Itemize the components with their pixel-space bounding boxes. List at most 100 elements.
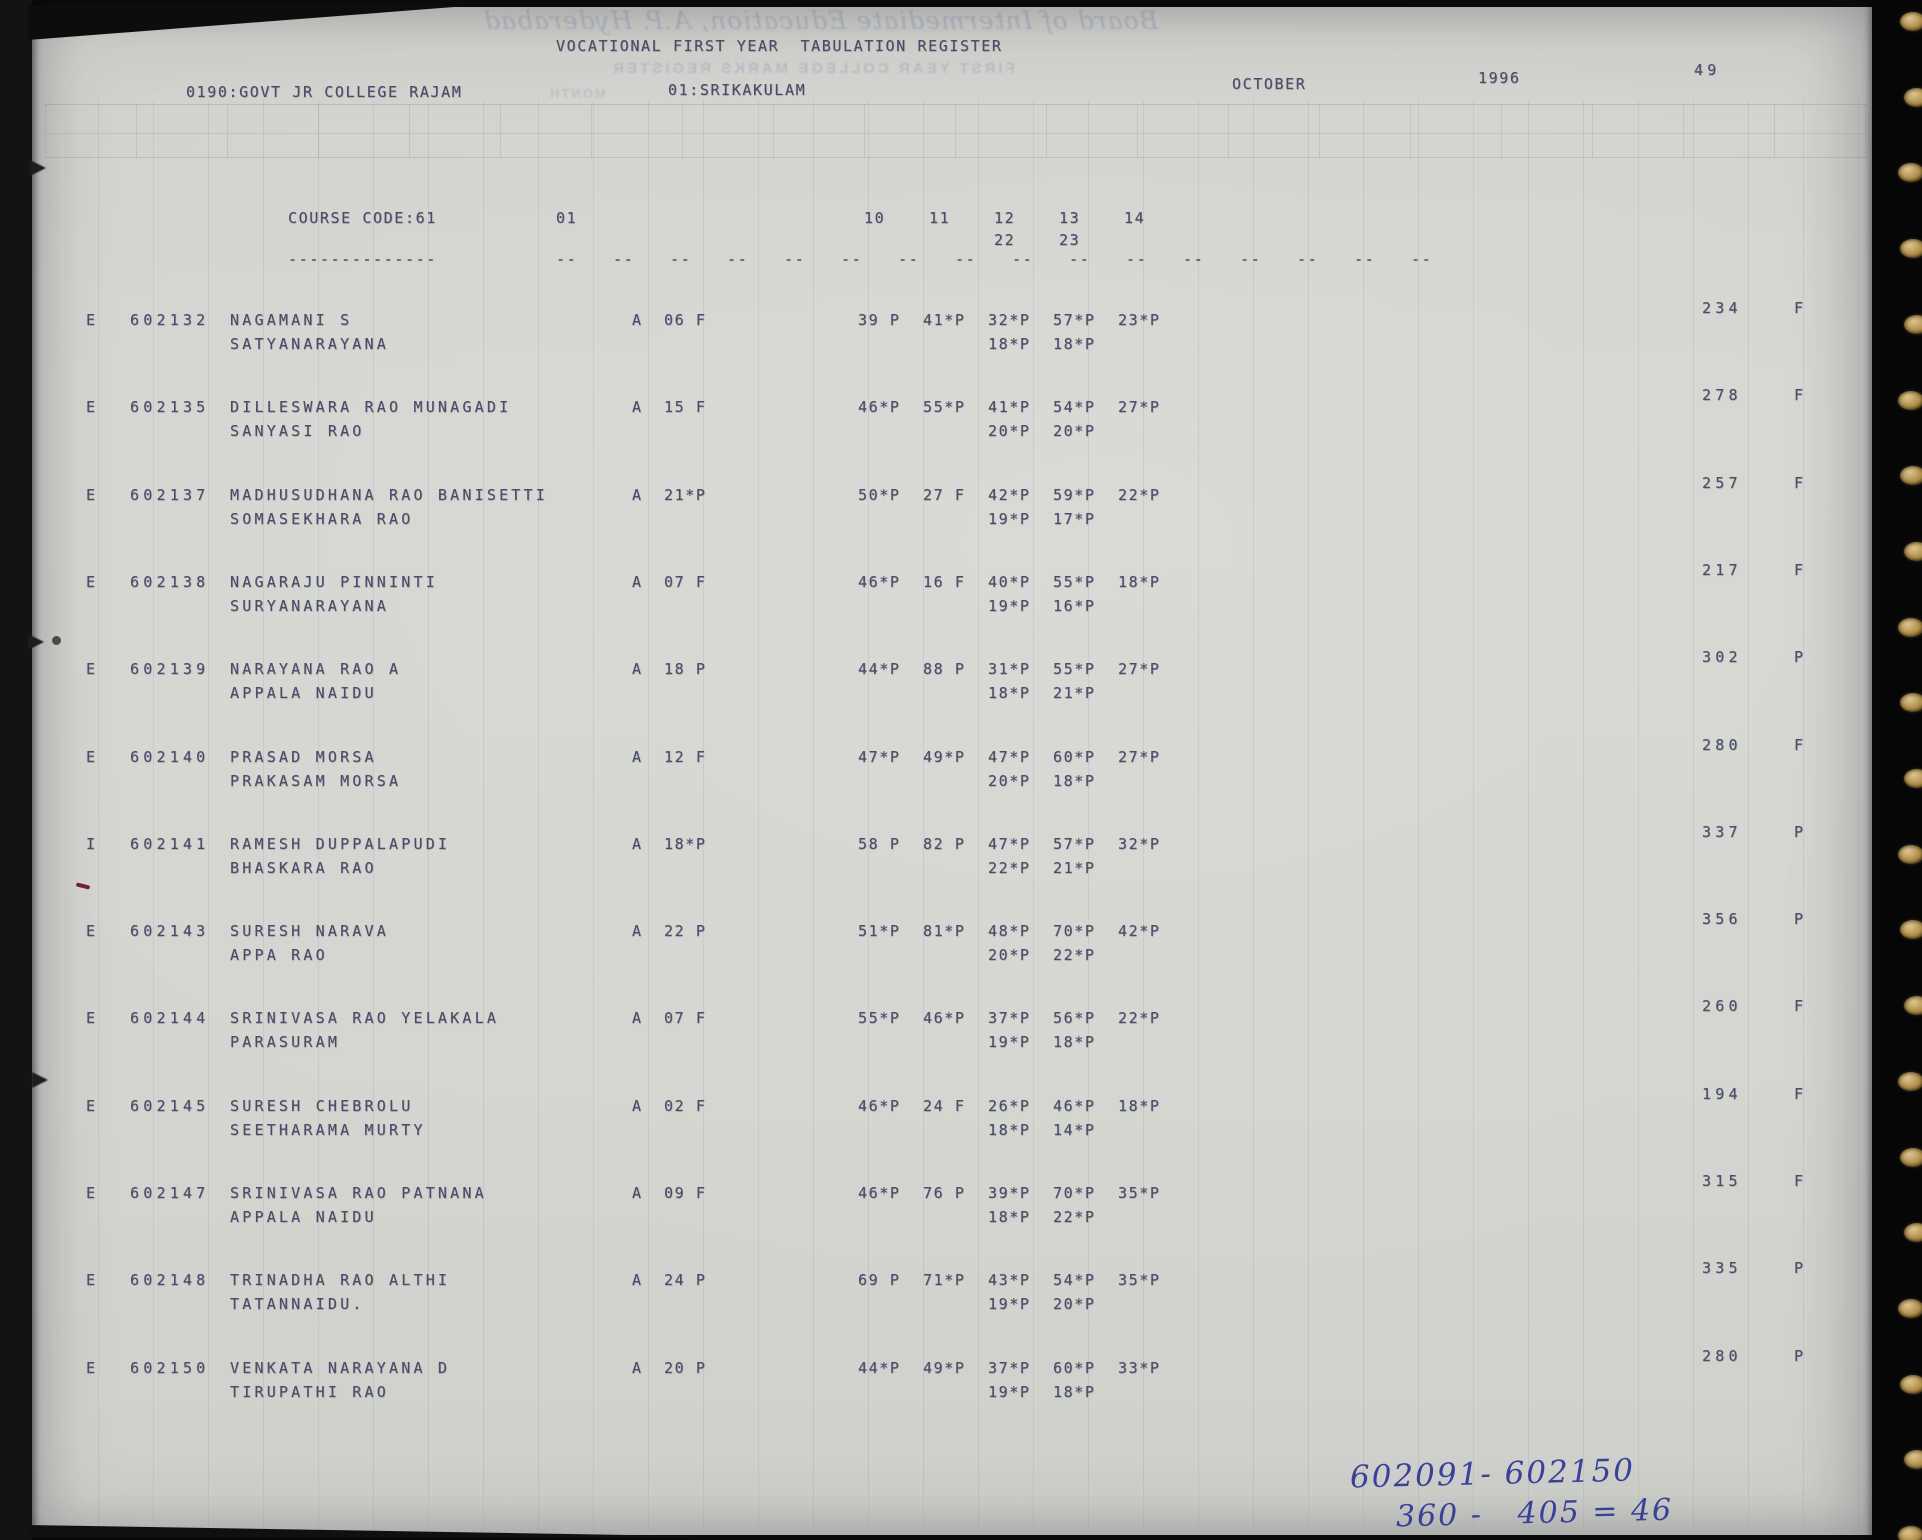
- punch-hole-icon: [1904, 1450, 1922, 1469]
- punch-hole-icon: [1904, 996, 1922, 1015]
- subject-mark: 39 P: [858, 311, 901, 329]
- result-flag: P: [1794, 1259, 1805, 1277]
- guardian-name: APPALA NAIDU: [230, 684, 377, 702]
- subject-mark: 46*P: [1053, 1097, 1096, 1115]
- subject-mark-practical: 16*P: [1053, 597, 1096, 615]
- attendance-value: 02 F: [664, 1097, 707, 1115]
- subject-mark: 54*P: [1053, 398, 1096, 416]
- punch-hole-icon: [1898, 163, 1922, 182]
- subject-column-header: 12: [994, 209, 1016, 227]
- subject-mark-practical: 18*P: [1053, 335, 1096, 353]
- subject-mark-practical: 22*P: [1053, 1208, 1096, 1226]
- subject-mark: 55*P: [923, 398, 966, 416]
- punch-hole-icon: [1904, 315, 1922, 334]
- guardian-name: SURYANARAYANA: [230, 597, 389, 615]
- subject-mark: 22*P: [1118, 486, 1161, 504]
- punch-hole-icon: [1898, 391, 1922, 410]
- student-roll-number: 602141: [130, 835, 210, 853]
- district-name: 01:SRIKAKULAM: [668, 81, 807, 99]
- subject-mark: 46*P: [858, 1184, 901, 1202]
- guardian-name: PRAKASAM MORSA: [230, 772, 402, 790]
- edge-notch-bottom: [32, 1072, 48, 1088]
- attendance-value: 21*P: [664, 486, 707, 504]
- guardian-name: BHASKARA RAO: [230, 859, 377, 877]
- total-marks: 356: [1702, 910, 1742, 928]
- total-marks: 280: [1702, 1347, 1742, 1365]
- guardian-name: APPA RAO: [230, 946, 328, 964]
- attendance-value: 18 P: [664, 660, 707, 678]
- subject-mark: 41*P: [923, 311, 966, 329]
- student-roll-number: 602138: [130, 573, 210, 591]
- subject-mark: 41*P: [988, 398, 1031, 416]
- punch-hole-icon: [1898, 1526, 1922, 1540]
- student-status: I: [86, 835, 97, 853]
- staple-hole: [52, 636, 61, 645]
- total-marks: 234: [1702, 299, 1742, 317]
- attendance-prefix: A: [632, 486, 643, 504]
- result-flag: F: [1794, 736, 1805, 754]
- attendance-value: 06 F: [664, 311, 707, 329]
- column-underline-dash: --: [556, 250, 578, 268]
- subject-column-header: 11: [929, 209, 951, 227]
- subject-mark: 27*P: [1118, 660, 1161, 678]
- subject-mark-practical: 21*P: [1053, 684, 1096, 702]
- punch-hole-icon: [1898, 1299, 1922, 1318]
- medium-column-header: 01: [556, 209, 578, 227]
- punch-hole-icon: [1904, 542, 1922, 561]
- subject-mark-practical: 20*P: [1053, 422, 1096, 440]
- subject-mark: 24 F: [923, 1097, 966, 1115]
- punch-hole-icon: [1900, 920, 1922, 939]
- result-flag: F: [1794, 561, 1805, 579]
- subject-mark: 69 P: [858, 1271, 901, 1289]
- subject-mark: 40*P: [988, 573, 1031, 591]
- student-roll-number: 602135: [130, 398, 210, 416]
- preprinted-header-band: [45, 104, 1867, 158]
- student-roll-number: 602143: [130, 922, 210, 940]
- column-underline-dash: --: [1069, 250, 1091, 268]
- subject-mark-practical: 19*P: [988, 1383, 1031, 1401]
- column-underline-dash: --: [1240, 250, 1262, 268]
- page-number: 49: [1694, 61, 1721, 79]
- subject-mark-practical: 19*P: [988, 510, 1031, 528]
- handwritten-roll-range: 602091- 602150: [1349, 1452, 1636, 1496]
- punch-hole-icon: [1898, 845, 1922, 864]
- student-name: NAGAMANI S: [230, 311, 353, 329]
- attendance-prefix: A: [632, 835, 643, 853]
- student-roll-number: 602144: [130, 1009, 210, 1027]
- subject-mark-practical: 18*P: [1053, 772, 1096, 790]
- student-status: E: [86, 1097, 97, 1115]
- course-code-label: COURSE CODE:61: [288, 209, 437, 227]
- attendance-value: 07 F: [664, 1009, 707, 1027]
- guardian-name: TIRUPATHI RAO: [230, 1383, 389, 1401]
- subject-mark: 22*P: [1118, 1009, 1161, 1027]
- attendance-value: 12 F: [664, 748, 707, 766]
- subject-mark-practical: 22*P: [1053, 946, 1096, 964]
- subject-mark: 51*P: [858, 922, 901, 940]
- student-status: E: [86, 748, 97, 766]
- attendance-value: 07 F: [664, 573, 707, 591]
- student-name: TRINADHA RAO ALTHI: [230, 1271, 451, 1289]
- subject-mark: 76 P: [923, 1184, 966, 1202]
- guardian-name: SOMASEKHARA RAO: [230, 510, 414, 528]
- subject-mark-practical: 20*P: [988, 422, 1031, 440]
- subject-mark: 48*P: [988, 922, 1031, 940]
- student-name: SRINIVASA RAO PATNANA: [230, 1184, 487, 1202]
- guardian-name: SATYANARAYANA: [230, 335, 389, 353]
- student-name: SURESH CHEBROLU: [230, 1097, 414, 1115]
- student-name: NAGARAJU PINNINTI: [230, 573, 438, 591]
- subject-mark: 27*P: [1118, 748, 1161, 766]
- student-name: SRINIVASA RAO YELAKALA: [230, 1009, 500, 1027]
- student-status: E: [86, 311, 97, 329]
- subject-mark: 43*P: [988, 1271, 1031, 1289]
- subject-mark: 56*P: [1053, 1009, 1096, 1027]
- student-roll-number: 602150: [130, 1359, 210, 1377]
- column-underline-dash: --: [1126, 250, 1148, 268]
- attendance-prefix: A: [632, 748, 643, 766]
- column-underline-dash: --: [1012, 250, 1034, 268]
- attendance-prefix: A: [632, 1184, 643, 1202]
- subject-mark: 16 F: [923, 573, 966, 591]
- scan-top-edge: [0, 0, 1922, 7]
- column-underline-dash: --: [670, 250, 692, 268]
- subject-mark: 57*P: [1053, 311, 1096, 329]
